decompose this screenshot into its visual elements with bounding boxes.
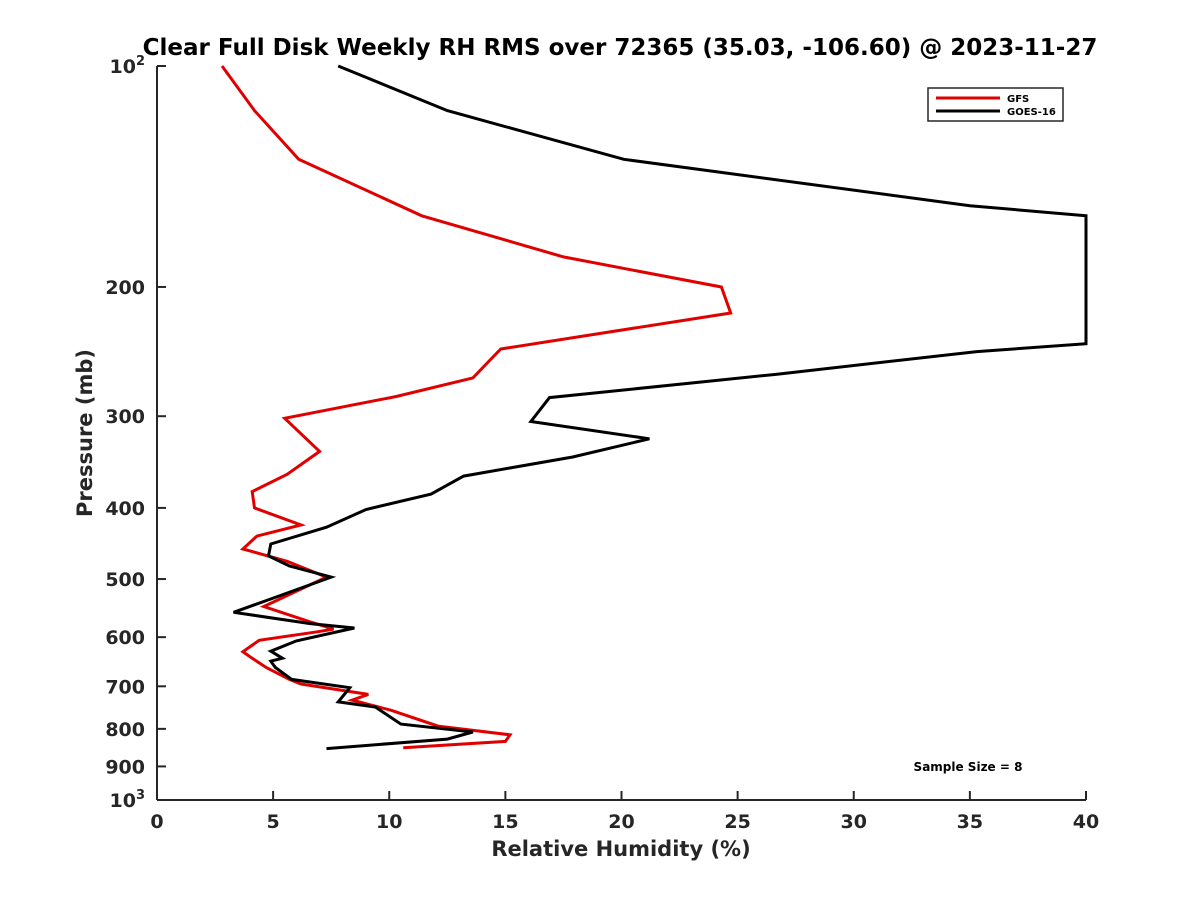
axes: 0 5 10 15 20 25 30 35 40102200300400500600700800… — [105, 54, 1099, 833]
y-tick-label: 600 — [105, 627, 145, 649]
y-tick-label: 400 — [105, 498, 145, 520]
x-tick-label: 40 — [1073, 811, 1099, 833]
legend-label: GFS — [1007, 94, 1029, 105]
x-tick-label: 35 — [957, 811, 983, 833]
sample-size-annotation: Sample Size = 8 — [914, 760, 1023, 774]
x-tick-label: 5 — [267, 811, 280, 833]
x-tick-label: 30 — [841, 811, 867, 833]
x-axis-label: Relative Humidity (%) — [491, 837, 750, 861]
y-axis-label: Pressure (mb) — [73, 349, 97, 517]
y-tick-label: 200 — [105, 277, 145, 299]
x-tick-label: 0 — [150, 811, 163, 833]
y-tick-label: 700 — [105, 676, 145, 698]
y-tick-label: 900 — [105, 756, 145, 778]
series-line-goes-16 — [233, 64, 1088, 751]
chart-title: Clear Full Disk Weekly RH RMS over 72365… — [143, 35, 1098, 61]
x-tick-label: 10 — [376, 811, 402, 833]
series-line-gfs — [220, 65, 733, 750]
y-tick-label: 800 — [105, 719, 145, 741]
x-tick-label: 25 — [724, 811, 750, 833]
legend-label: GOES-16 — [1007, 107, 1056, 118]
x-tick-label: 15 — [492, 811, 518, 833]
legend: GFS GOES-16 — [927, 87, 1064, 122]
x-tick-label: 20 — [608, 811, 634, 833]
series-layer — [220, 64, 1088, 751]
y-tick-label: 300 — [105, 406, 145, 428]
y-tick-label: 500 — [105, 569, 145, 591]
legend-box — [927, 87, 1064, 122]
